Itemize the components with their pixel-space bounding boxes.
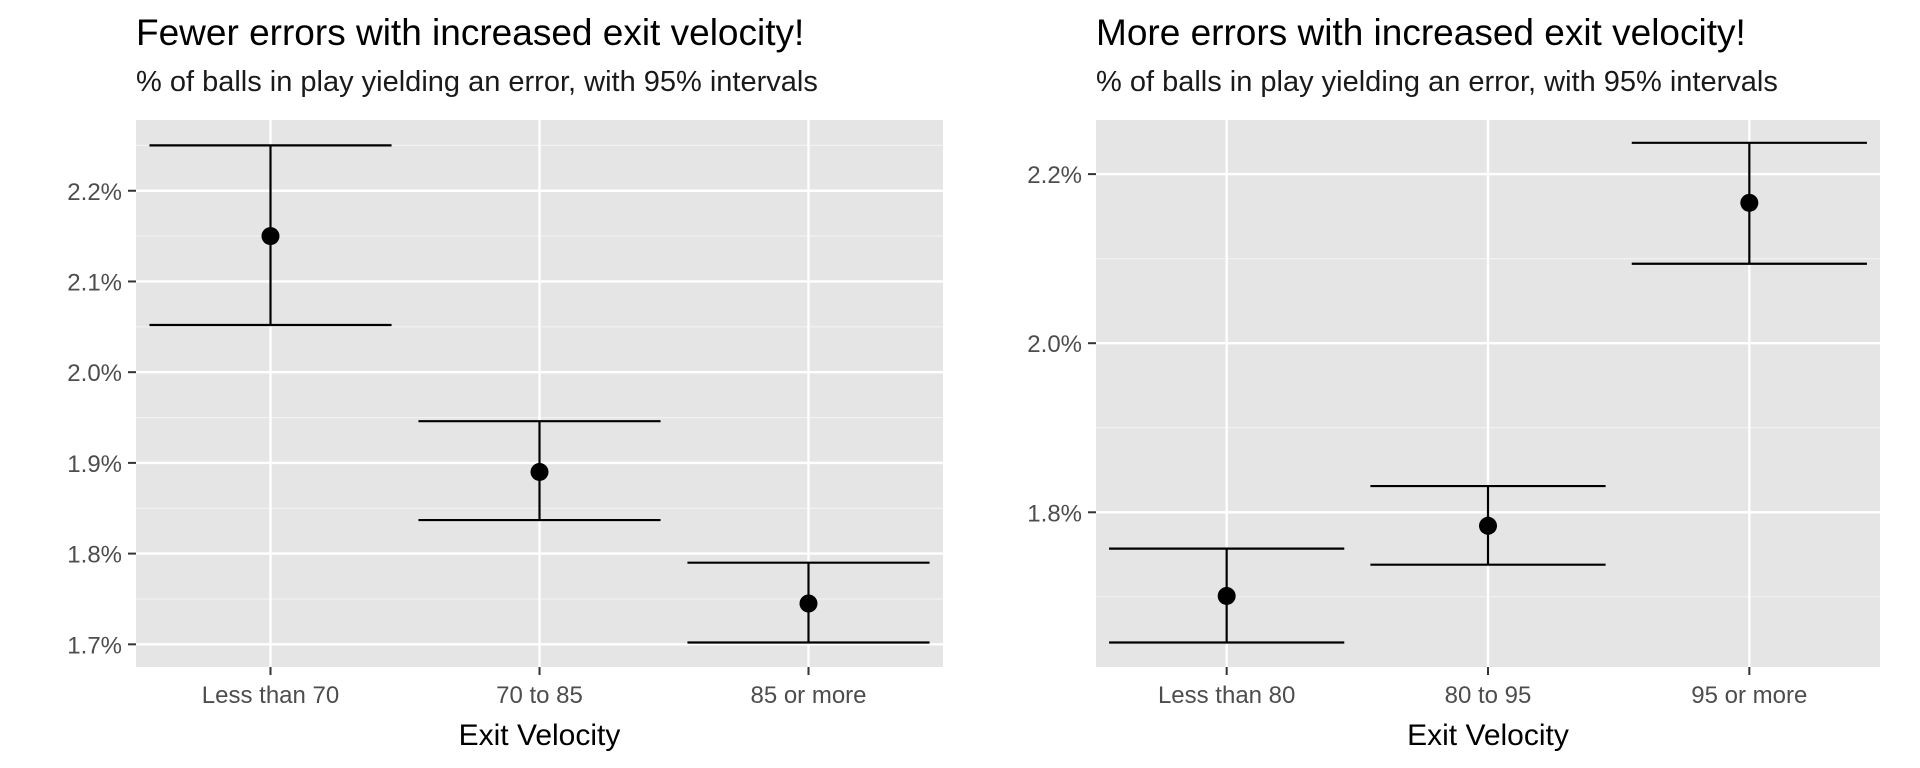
chart-panel-right: More errors with increased exit velocity… [960,0,1920,768]
x-tick-label: Less than 70 [202,682,339,709]
chart-title: Fewer errors with increased exit velocit… [136,12,805,53]
y-tick-label: 2.1% [67,269,122,296]
x-tick-label: 70 to 85 [496,682,583,709]
x-tick-label: 85 or more [750,682,866,709]
data-point [261,227,280,246]
x-axis-label: Exit Velocity [1407,719,1569,752]
chart-plot-right: 1.8% 2.0% 2.2% Less than 80 80 to 95 95 or mo… [1027,120,1880,752]
x-tick-label: Less than 80 [1158,682,1295,709]
x-tick-label: 80 to 95 [1445,682,1532,709]
y-tick-label: 2.2% [1027,162,1082,189]
x-axis-label: Exit Velocity [459,719,621,752]
data-point [1740,193,1759,212]
y-tick-label: 1.8% [67,542,122,569]
y-tick-label: 2.0% [67,360,122,387]
y-tick-label: 1.9% [67,451,122,478]
chart-subtitle: % of balls in play yielding an error, wi… [1096,66,1778,98]
y-tick-label: 2.0% [1027,331,1082,358]
data-point [1479,516,1497,535]
chart-plot-left: 1.7% 1.8% 1.9% 2.0% 2.1% 2.2% Less than 70 70 t… [67,120,943,752]
data-point [799,594,818,613]
y-tick-label: 2.2% [67,179,122,206]
data-point [530,462,549,481]
chart-subtitle: % of balls in play yielding an error, wi… [136,66,818,98]
y-tick-label: 1.7% [67,632,122,659]
chart-panel-left: Fewer errors with increased exit velocit… [67,12,943,752]
chart-title: More errors with increased exit velocity… [1096,12,1746,53]
data-point [1217,586,1236,605]
y-tick-label: 1.8% [1027,500,1082,527]
x-tick-label: 95 or more [1691,682,1807,709]
